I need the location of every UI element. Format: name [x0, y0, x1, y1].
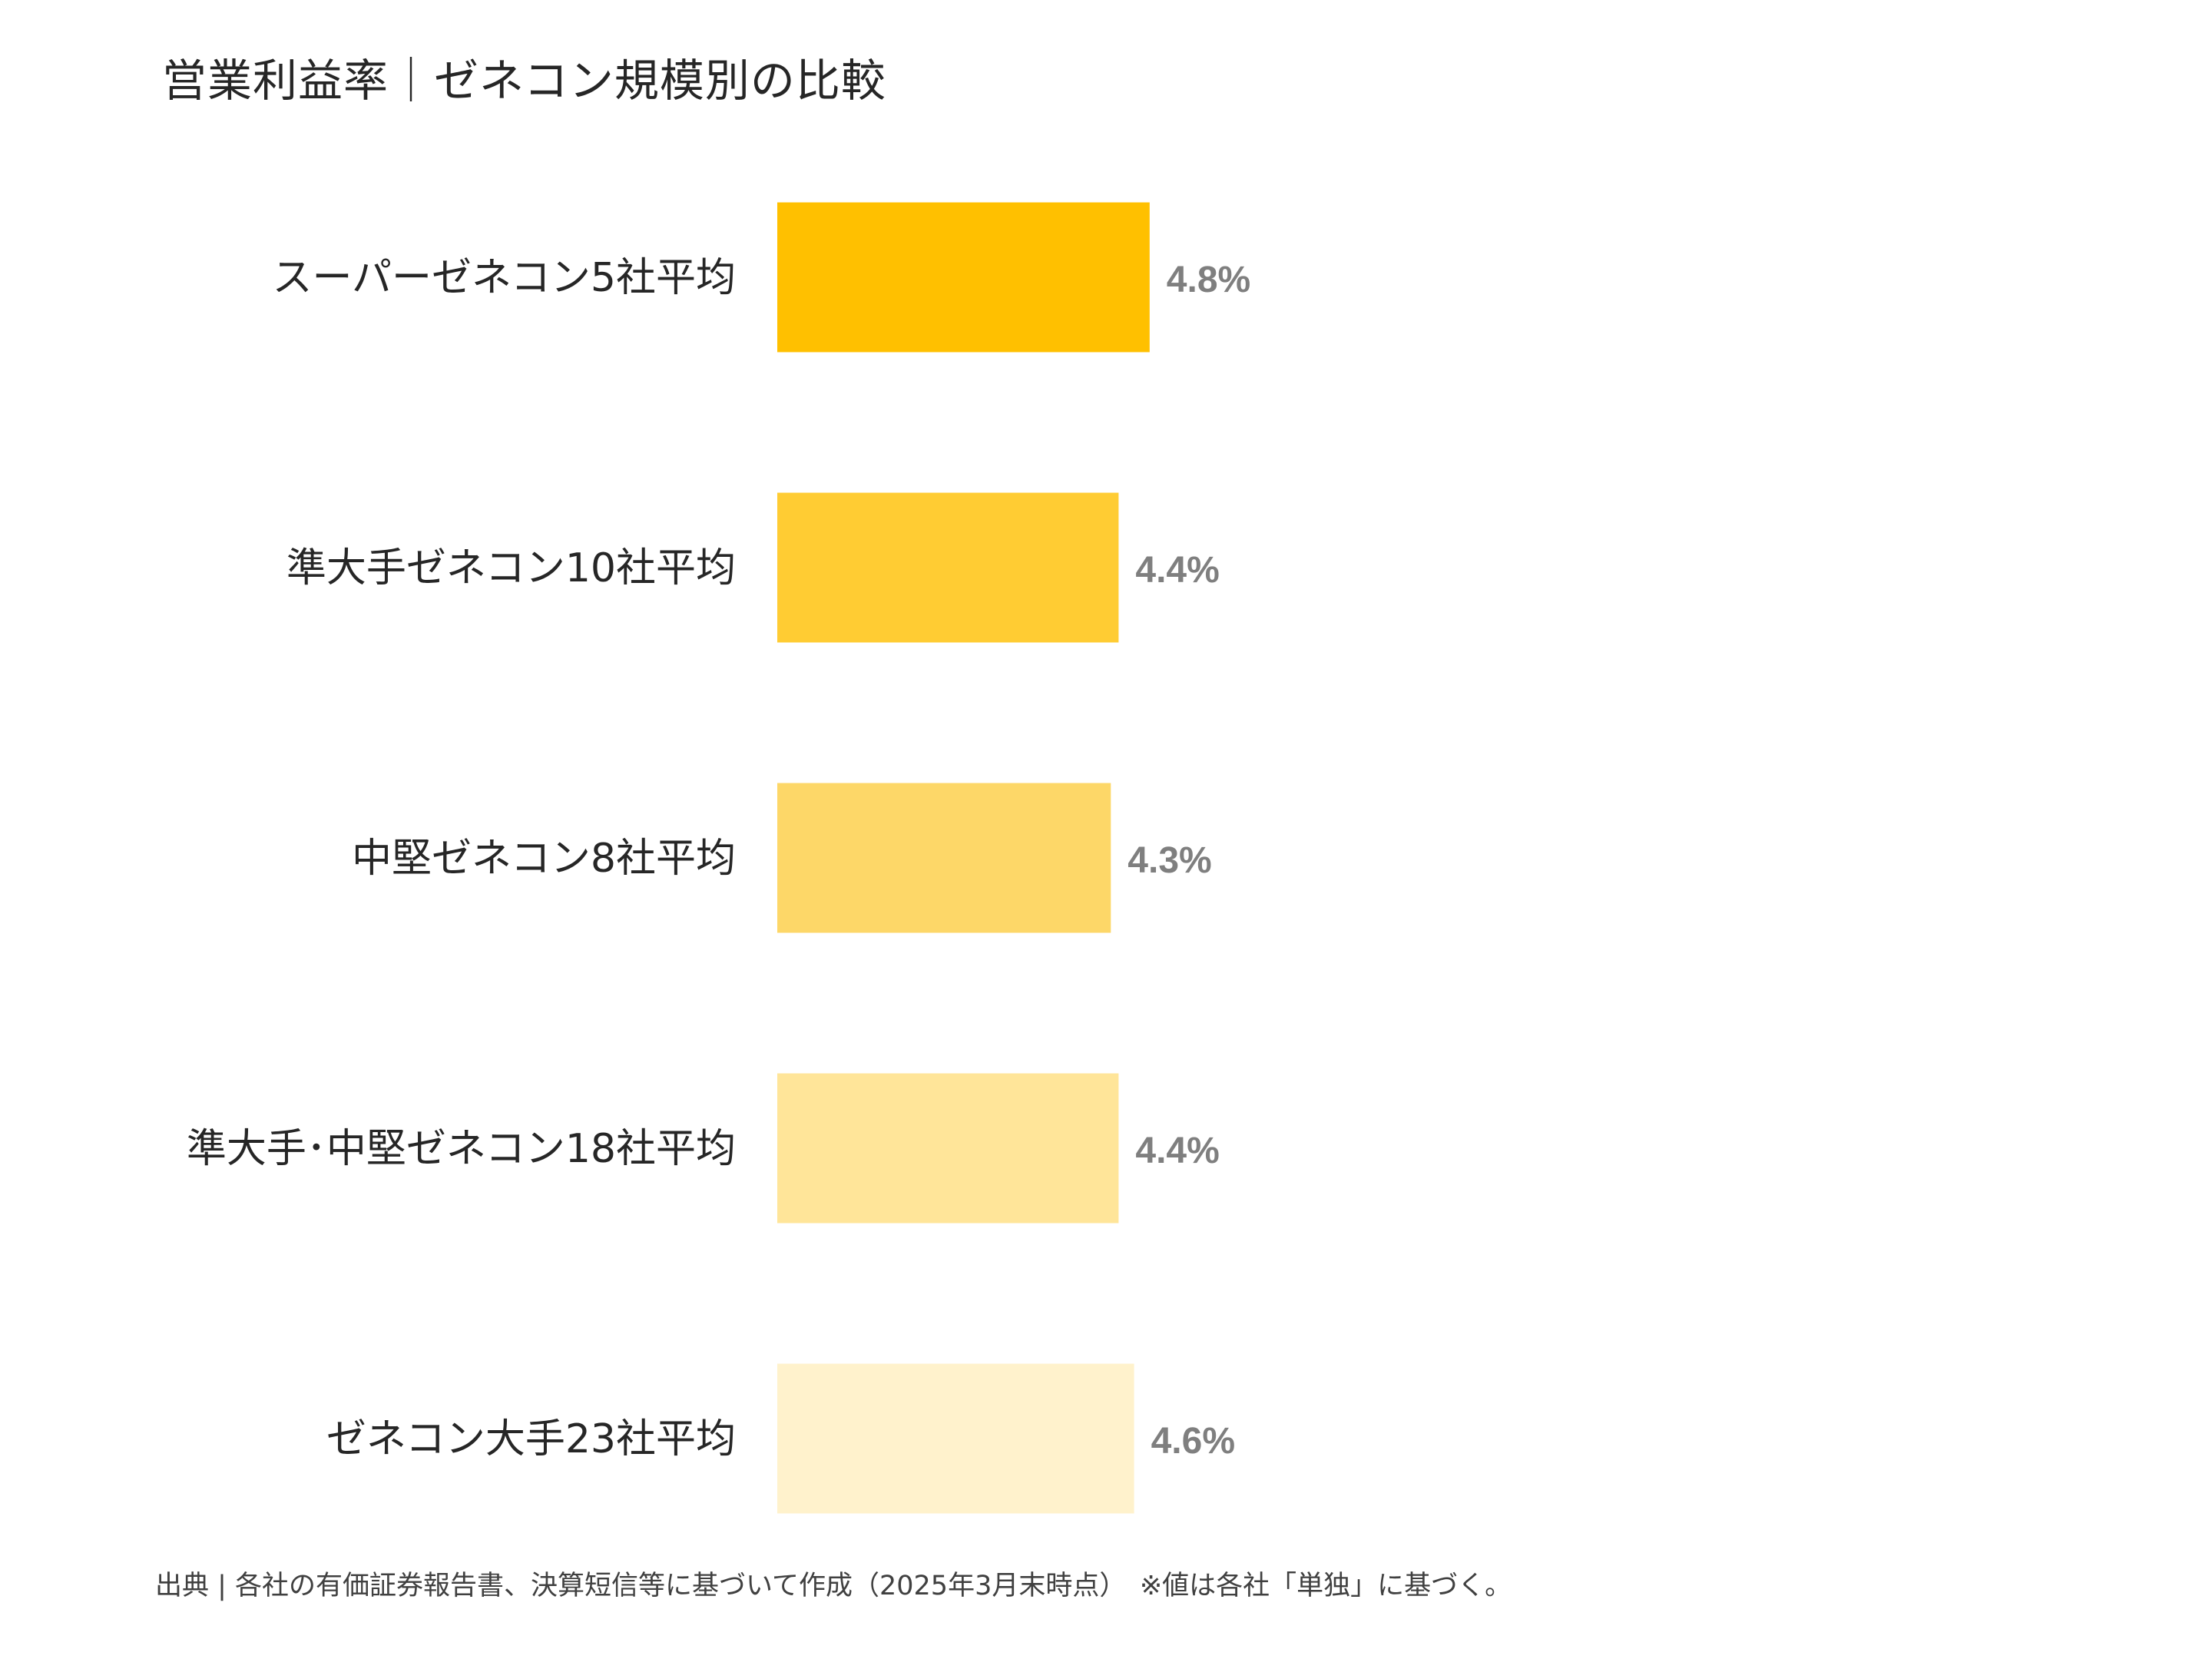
value-label-3: 4.3% [1128, 840, 1211, 881]
category-label-2: 準大手ゼネコン10社平均 [286, 545, 736, 591]
value-label-4: 4.4% [1135, 1131, 1219, 1171]
value-label-5: 4.6% [1151, 1421, 1235, 1462]
source-note: 出典 | 各社の有価証券報告書、決算短信等に基づいて作成（2025年3月末時点）… [155, 1571, 1512, 1601]
value-label-1: 4.8% [1167, 260, 1250, 300]
bar-5 [777, 1363, 1134, 1514]
value-label-2: 4.4% [1135, 550, 1219, 591]
chart-title: 営業利益率｜ゼネコン規模別の比較 [162, 55, 886, 107]
bar-1 [777, 202, 1150, 353]
category-label-3: 中堅ゼネコン8社平均 [352, 836, 736, 882]
category-label-5: ゼネコン大手23社平均 [326, 1416, 736, 1462]
bar-3 [777, 783, 1111, 933]
bar-4 [777, 1073, 1119, 1224]
category-label-4: 準大手･中堅ゼネコン18社平均 [187, 1126, 736, 1172]
bar-2 [777, 492, 1119, 643]
category-label-1: スーパーゼネコン5社平均 [272, 255, 736, 301]
